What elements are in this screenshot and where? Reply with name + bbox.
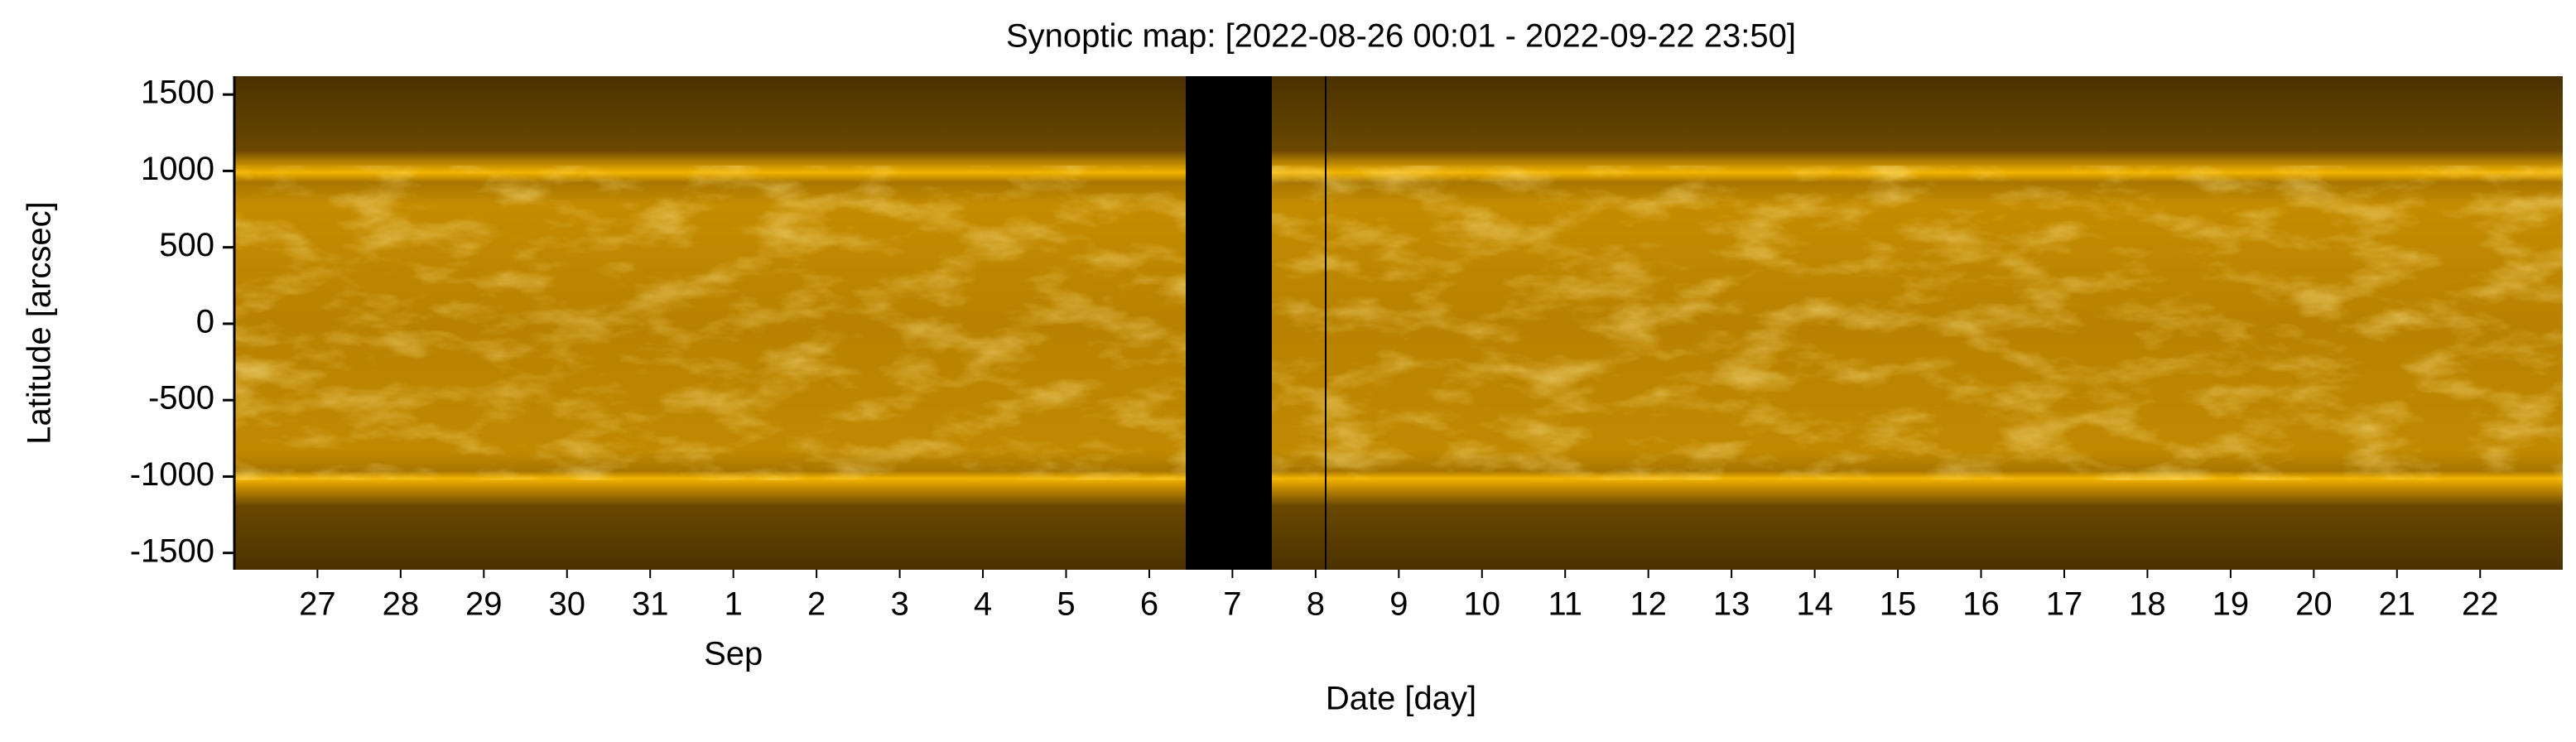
y-tick-label: 1000 [141,151,214,187]
y-tick-label: 0 [196,303,214,340]
x-tick-label: 4 [974,586,992,623]
map-texture [234,166,2563,480]
x-tick-label: 17 [2046,586,2083,623]
x-tick-label: 6 [1140,586,1158,623]
x-tick-label: 11 [1548,586,1582,623]
y-tick-label: -1500 [130,532,214,569]
x-axis-label: Date [day] [1326,681,1476,717]
x-tick-label: 27 [299,586,336,623]
x-tick-label: 2 [807,586,826,623]
x-tick-label: 1 [725,586,743,623]
x-tick-label: 9 [1389,586,1408,623]
x-tick-label: 8 [1307,586,1325,623]
x-tick-label: 20 [2295,586,2333,623]
x-tick-label: 12 [1630,586,1667,623]
x-tick-label: 28 [383,586,420,623]
x-tick-label: 29 [465,586,503,623]
x-tick-label: 7 [1223,586,1241,623]
x-month-label: Sep [704,636,763,672]
x-tick-label: 16 [1962,586,2000,623]
x-tick-label: 22 [2462,586,2499,623]
data-gap-line [1325,76,1327,570]
x-tick-label: 13 [1713,586,1750,623]
x-tick-label: 15 [1880,586,1917,623]
x-tick-label: 18 [2129,586,2166,623]
y-tick-label: 500 [159,227,214,263]
synoptic-map [234,76,2563,570]
y-tick-label: -1000 [130,456,214,493]
x-tick-label: 21 [2379,586,2416,623]
y-axis-label: Latitude [arcsec] [22,201,58,445]
data-gap [1186,76,1272,570]
x-tick-label: 5 [1057,586,1075,623]
x-tick-label: 30 [549,586,586,623]
x-tick-label: 31 [632,586,669,623]
y-tick-label: -500 [148,380,214,417]
y-tick-label: 1500 [141,75,214,111]
x-tick-label: 3 [890,586,908,623]
x-tick-label: 19 [2212,586,2250,623]
x-tick-label: 14 [1796,586,1833,623]
chart-title: Synoptic map: [2022-08-26 00:01 - 2022-0… [1006,18,1796,55]
x-tick-label: 10 [1464,586,1501,623]
